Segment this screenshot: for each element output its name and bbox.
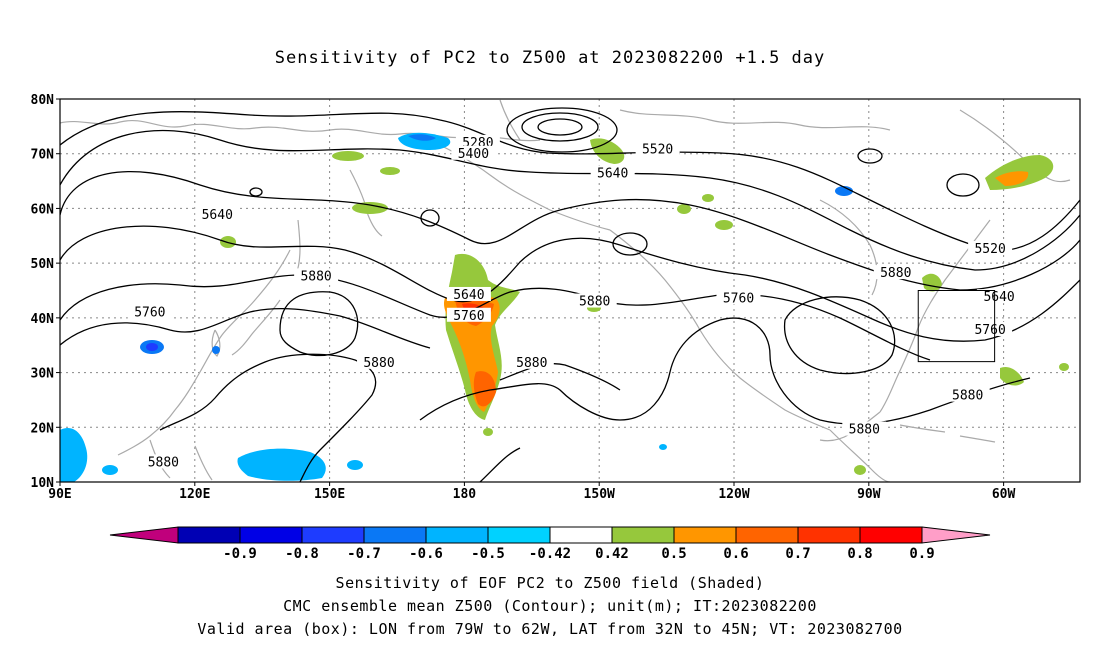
latitude-labels: 80N 70N 60N 50N 40N 30N 20N 10N — [31, 93, 60, 491]
colorbar — [109, 526, 991, 544]
contour-label: 5880 — [148, 455, 179, 470]
z500-contours — [60, 107, 1080, 482]
lon-label: 120W — [718, 487, 749, 502]
contour-label-bg — [294, 268, 339, 283]
contour-label: 5880 — [579, 295, 610, 310]
colorbar-upper-triangle — [921, 526, 991, 544]
contour-label-bg — [446, 307, 491, 322]
lon-label: 150W — [584, 487, 615, 502]
colorbar-segment — [611, 526, 675, 544]
contour-label-bg — [451, 145, 496, 160]
lat-label: 70N — [31, 148, 55, 163]
lon-label: 90W — [857, 487, 881, 502]
lon-label: 60W — [992, 487, 1016, 502]
lat-label: 10N — [31, 476, 55, 491]
lon-label: 150E — [314, 487, 345, 502]
contour-label-bg — [446, 286, 491, 301]
lat-label: 20N — [31, 421, 55, 436]
colorbar-label: -0.7 — [347, 546, 381, 562]
colorbar-segment — [425, 526, 489, 544]
contour-label: 5640 — [202, 208, 233, 223]
valid-area-box — [917, 290, 996, 363]
colorbar-segment — [797, 526, 861, 544]
lat-label: 80N — [31, 93, 55, 108]
contour-label-bg — [141, 454, 186, 469]
contour-label: 5760 — [134, 305, 165, 320]
colorbar-segment — [177, 526, 241, 544]
contour-label: 5640 — [453, 288, 484, 303]
caption-valid-area: Valid area (box): LON from 79W to 62W, L… — [197, 620, 903, 638]
contour-label: 5880 — [363, 356, 394, 371]
colorbar-lower-triangle — [109, 526, 179, 544]
contour-label-bg — [977, 289, 1022, 304]
contour-label-bg — [873, 265, 918, 280]
contour-label: 5760 — [453, 309, 484, 324]
plot-title: Sensitivity of PC2 to Z500 at 2023082200… — [274, 48, 826, 68]
caption-shaded: Sensitivity of EOF PC2 to Z500 field (Sh… — [335, 574, 765, 592]
colorbar-label: 0.8 — [847, 546, 872, 562]
contour-label-bg — [968, 321, 1013, 336]
colorbar-segment — [301, 526, 365, 544]
colorbar-segment — [487, 526, 551, 544]
contour-label-bg — [842, 421, 887, 436]
contour-label: 5760 — [723, 291, 754, 306]
contour-label-bg — [716, 290, 761, 305]
colorbar-label: -0.42 — [529, 546, 571, 562]
contour-label: 5880 — [952, 389, 983, 404]
contour-label-bg — [945, 387, 990, 402]
contour-label: 5640 — [983, 290, 1014, 305]
map-frame — [59, 98, 1081, 483]
contour-label: 5880 — [300, 269, 331, 284]
contour-label: 5520 — [642, 142, 673, 157]
colorbar-segment — [735, 526, 799, 544]
lat-label: 30N — [31, 367, 55, 382]
lat-label: 40N — [31, 312, 55, 327]
colorbar-label: 0.42 — [595, 546, 629, 562]
caption-contour: CMC ensemble mean Z500 (Contour); unit(m… — [283, 597, 817, 615]
contour-label-bg — [635, 141, 680, 156]
contour-label-bg — [509, 354, 554, 369]
contour-label-bg — [357, 354, 402, 369]
colorbar-labels: -0.9 -0.8 -0.7 -0.6 -0.5 -0.42 0.42 0.5 0.6 0.7 0.… — [223, 546, 935, 562]
colorbar-segment — [673, 526, 737, 544]
contour-label: 5760 — [974, 323, 1005, 338]
colorbar-segment — [859, 526, 923, 544]
contour-label-bg — [968, 241, 1013, 256]
colorbar-segment — [549, 526, 613, 544]
contour-label-bg — [195, 207, 240, 222]
contour-label: 5880 — [516, 356, 547, 371]
longitude-labels: 90E 120E 150E 180 150W 120W 90W 60W — [48, 482, 1016, 502]
colorbar-label: -0.8 — [285, 546, 319, 562]
colorbar-label: -0.5 — [471, 546, 505, 562]
colorbar-label: 0.5 — [661, 546, 686, 562]
colorbar-segment — [363, 526, 427, 544]
lon-label: 90E — [48, 487, 71, 502]
lon-label: 120E — [179, 487, 210, 502]
colorbar-label: -0.9 — [223, 546, 257, 562]
colorbar-segment — [239, 526, 303, 544]
contour-label: 5640 — [597, 167, 628, 182]
colorbar-label: 0.9 — [909, 546, 934, 562]
colorbar-label: 0.7 — [785, 546, 810, 562]
colorbar-label: -0.6 — [409, 546, 443, 562]
colorbar-label: 0.6 — [723, 546, 748, 562]
contour-label-bg — [127, 304, 172, 319]
contour-label-bg — [590, 165, 635, 180]
lat-label: 60N — [31, 202, 55, 217]
contour-label: 5520 — [974, 242, 1005, 257]
lat-label: 50N — [31, 257, 55, 272]
contour-label: 5880 — [880, 266, 911, 281]
sensitivity-shading — [60, 132, 1069, 482]
contour-label: 5400 — [458, 147, 489, 162]
contour-label: 5880 — [849, 423, 880, 438]
contour-label-bg — [455, 134, 500, 149]
lon-label: 180 — [453, 487, 477, 502]
contour-label-bg — [572, 293, 617, 308]
